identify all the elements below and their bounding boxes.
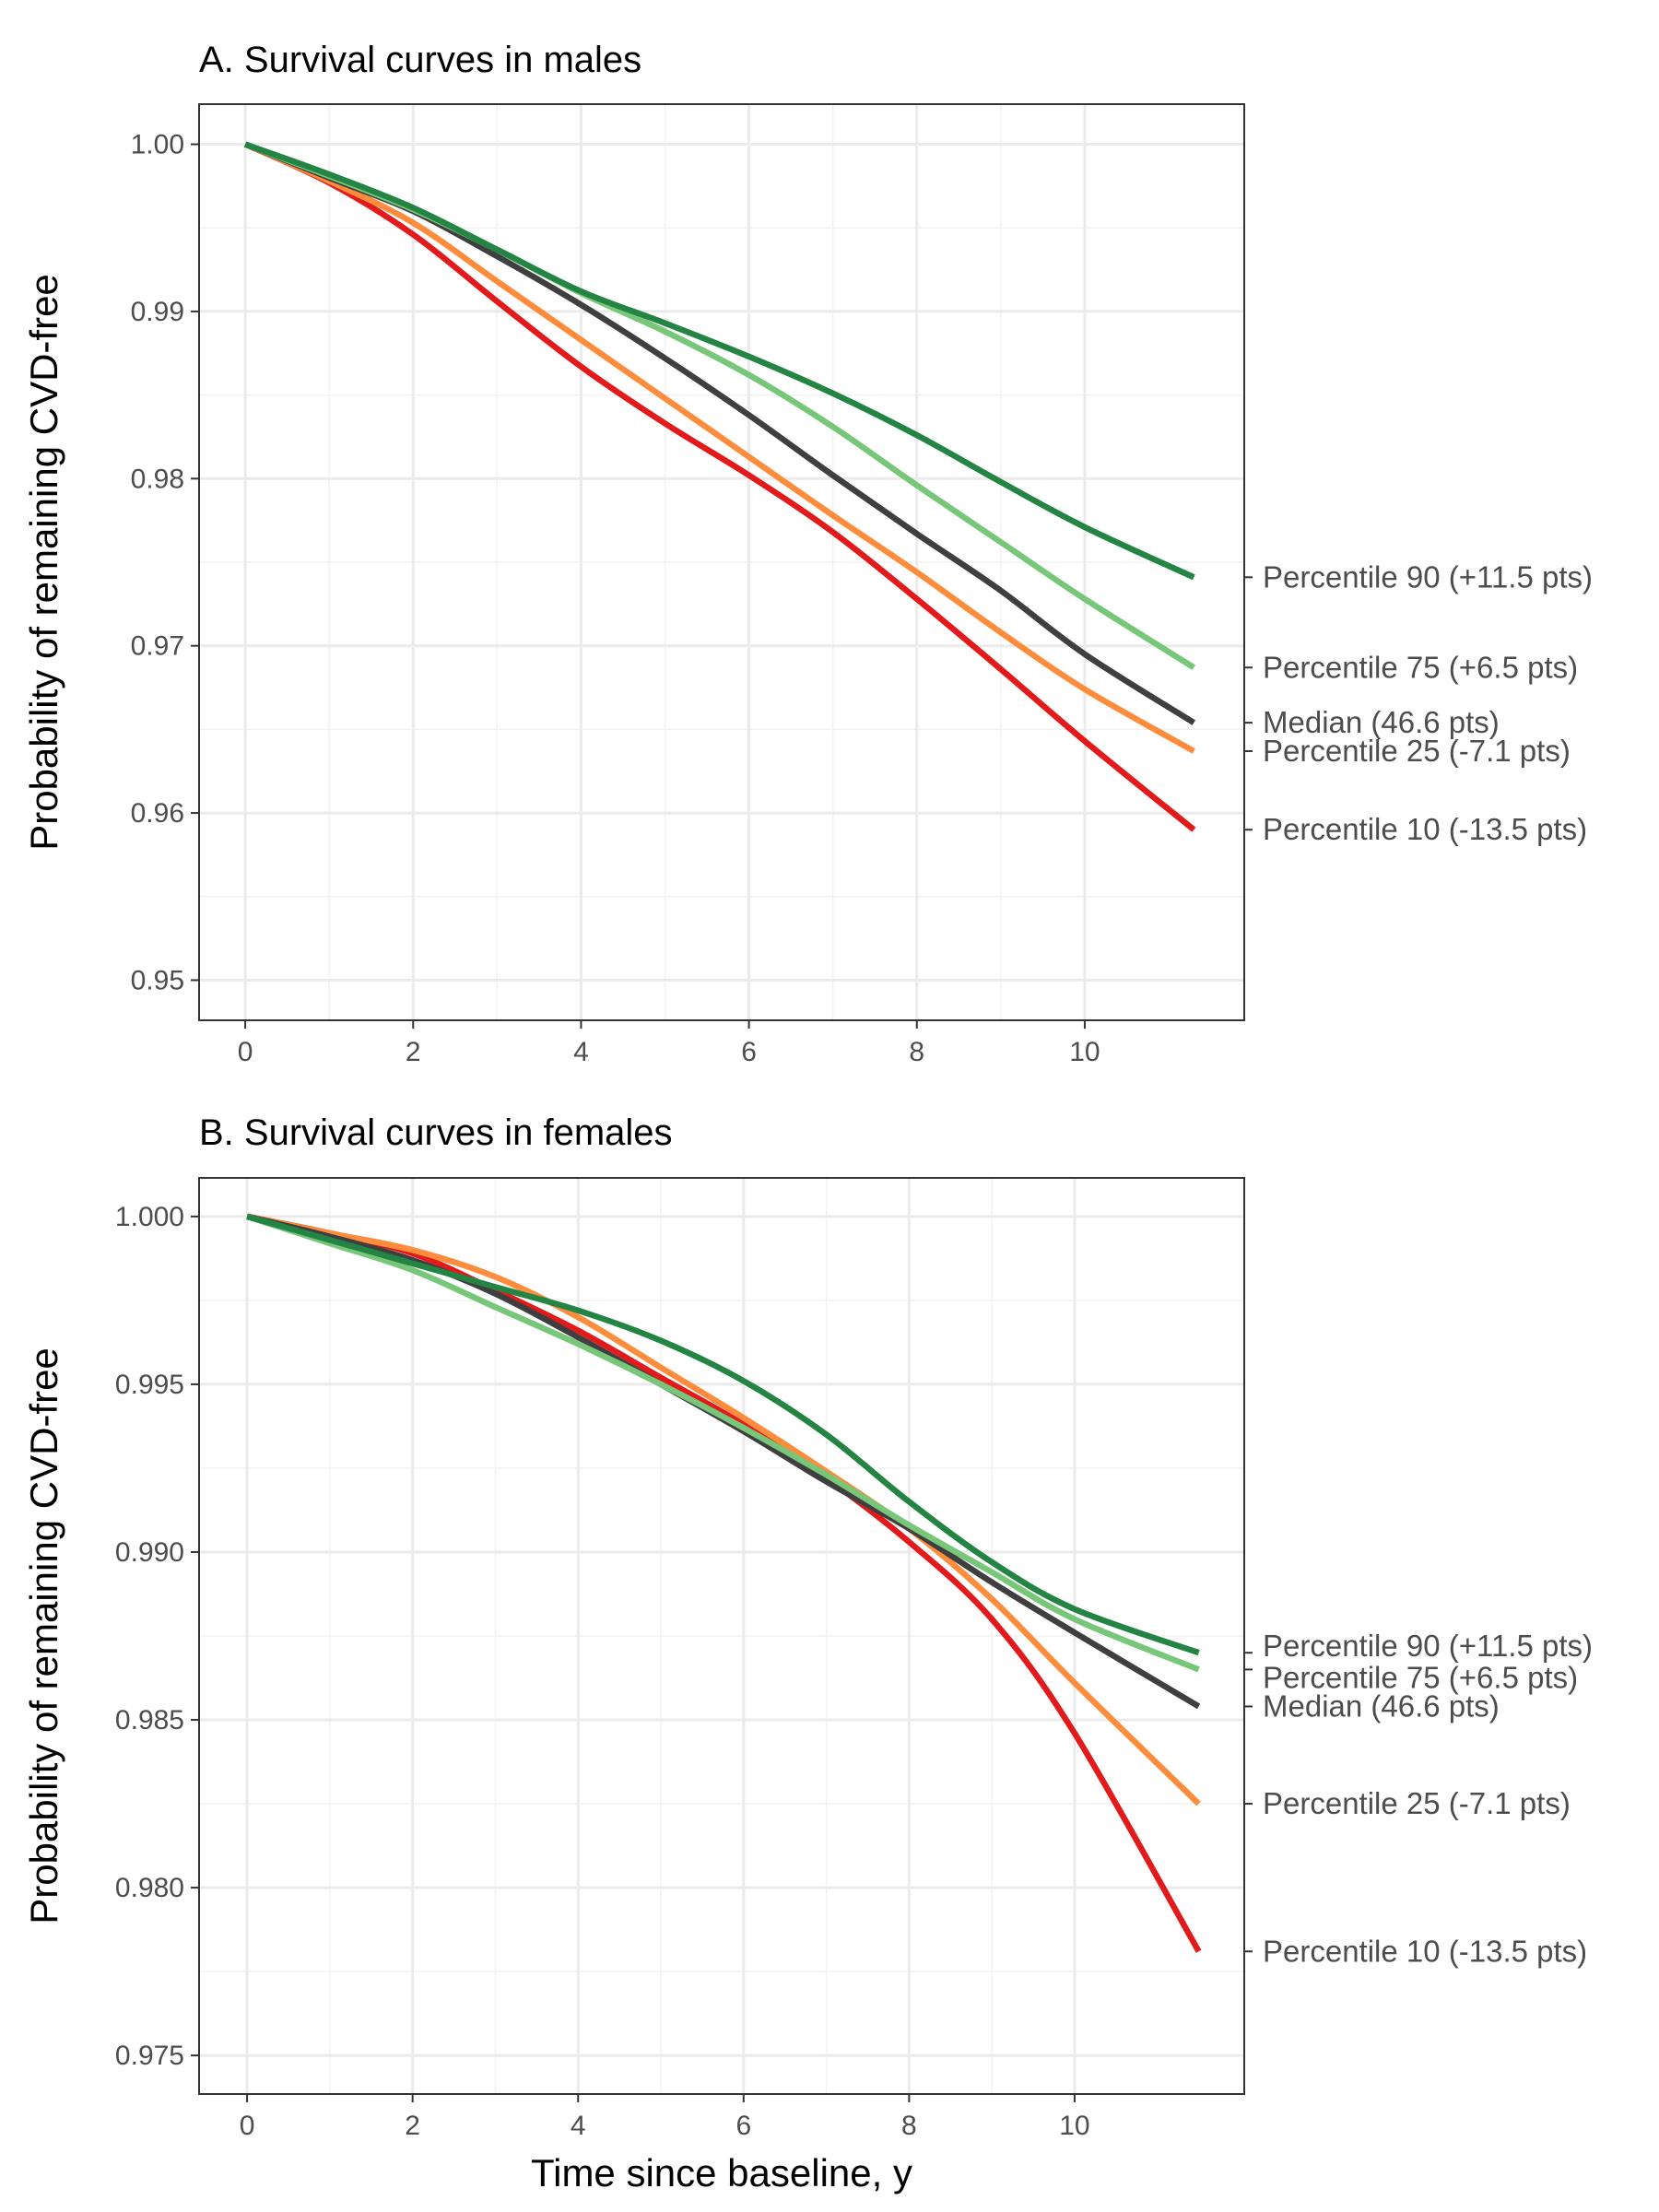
x-tick-label: 8 bbox=[909, 1037, 924, 1067]
panel-title-males: A. Survival curves in males bbox=[199, 40, 641, 80]
end-label-median-46-6-pts: Median (46.6 pts) bbox=[1263, 1688, 1500, 1723]
panel-title-females: B. Survival curves in females bbox=[199, 1112, 673, 1153]
y-tick-label: 0.980 bbox=[115, 1873, 184, 1903]
end-label-percentile-90-11-5-pts: Percentile 90 (+11.5 pts) bbox=[1263, 559, 1593, 594]
series-line-percentile-75-6-5-pts bbox=[246, 1213, 1200, 1673]
x-tick-label: 0 bbox=[238, 1037, 253, 1067]
x-tick-label: 4 bbox=[573, 1037, 589, 1067]
y-tick-label: 0.995 bbox=[115, 1370, 184, 1400]
x-tick-label: 6 bbox=[741, 1037, 757, 1067]
end-label-percentile-10-13-5-pts: Percentile 10 (-13.5 pts) bbox=[1263, 812, 1587, 846]
end-label-percentile-75-6-5-pts: Percentile 75 (+6.5 pts) bbox=[1263, 650, 1578, 684]
end-label-percentile-75-6-5-pts: Percentile 75 (+6.5 pts) bbox=[1263, 1660, 1578, 1694]
end-label-percentile-25-7-1-pts: Percentile 25 (-7.1 pts) bbox=[1263, 734, 1571, 768]
x-tick-label: 4 bbox=[571, 2111, 586, 2141]
x-tick-label: 8 bbox=[901, 2111, 917, 2141]
y-tick-label: 0.985 bbox=[115, 1705, 184, 1735]
x-tick-label: 10 bbox=[1069, 1037, 1100, 1067]
y-tick-label: 1.000 bbox=[115, 1202, 184, 1232]
end-label-percentile-25-7-1-pts: Percentile 25 (-7.1 pts) bbox=[1263, 1786, 1571, 1820]
y-tick-label: 0.95 bbox=[131, 965, 184, 995]
panel-males: A. Survival curves in males 0 2 4 6 8 10 0.95 0… bbox=[22, 40, 1593, 1067]
panel-border bbox=[198, 103, 1245, 1021]
x-axis-title: Time since baseline, y bbox=[531, 2151, 912, 2194]
panel-border bbox=[198, 1177, 1245, 2095]
y-tick-label: 0.98 bbox=[131, 464, 184, 494]
series-line-percentile-10-13-5-pts bbox=[243, 141, 1196, 832]
y-axis-title: Probability of remaining CVD-free bbox=[22, 1347, 65, 1924]
panel-females: B. Survival curves in females 0 2 4 6 8 10 0.9… bbox=[22, 1112, 1593, 2194]
end-label-percentile-90-11-5-pts: Percentile 90 (+11.5 pts) bbox=[1263, 1629, 1593, 1663]
y-tick-label: 0.96 bbox=[131, 798, 184, 829]
series-line-percentile-90-11-5-pts bbox=[244, 141, 1195, 581]
series-line-percentile-25-7-1-pts bbox=[246, 1213, 1201, 1806]
series-line-percentile-25-7-1-pts bbox=[243, 141, 1195, 754]
x-tick-label: 10 bbox=[1059, 2111, 1089, 2141]
x-tick-label: 0 bbox=[240, 2111, 255, 2141]
x-tick-label: 6 bbox=[735, 2111, 751, 2141]
y-tick-label: 0.97 bbox=[131, 631, 184, 662]
x-tick-label: 2 bbox=[405, 2111, 420, 2141]
y-tick-label: 1.00 bbox=[131, 130, 184, 160]
y-axis-title: Probability of remaining CVD-free bbox=[22, 274, 65, 851]
y-tick-label: 0.990 bbox=[115, 1537, 184, 1568]
end-label-median-46-6-pts: Median (46.6 pts) bbox=[1263, 705, 1500, 739]
series-line-percentile-90-11-5-pts bbox=[246, 1213, 1200, 1656]
y-tick-label: 0.99 bbox=[131, 297, 184, 327]
x-tick-label: 2 bbox=[406, 1037, 421, 1067]
y-tick-label: 0.975 bbox=[115, 2041, 184, 2071]
end-label-percentile-10-13-5-pts: Percentile 10 (-13.5 pts) bbox=[1263, 1934, 1587, 1968]
